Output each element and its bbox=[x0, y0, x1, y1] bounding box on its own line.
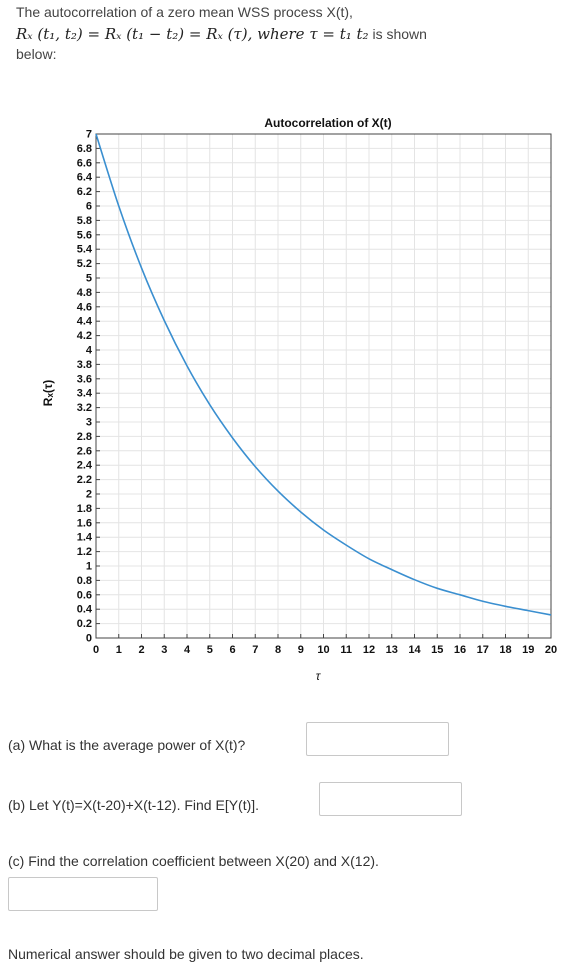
x-tick-label: 2 bbox=[138, 644, 144, 656]
x-tick-label: 6 bbox=[229, 644, 235, 656]
y-tick-label: 4.4 bbox=[77, 316, 93, 328]
y-tick-label: 4 bbox=[86, 345, 93, 357]
x-tick-label: 5 bbox=[207, 644, 213, 656]
y-tick-label: 0.8 bbox=[77, 575, 92, 587]
y-tick-label: 3.4 bbox=[77, 388, 93, 400]
answer-b-input[interactable] bbox=[319, 782, 462, 816]
x-tick-label: 16 bbox=[454, 644, 466, 656]
y-tick-label: 3.2 bbox=[77, 402, 92, 414]
y-tick-label: 1.4 bbox=[77, 532, 93, 544]
x-tick-label: 8 bbox=[275, 644, 281, 656]
y-tick-label: 0 bbox=[86, 633, 92, 645]
y-tick-label: 4.6 bbox=[77, 301, 92, 313]
y-tick-label: 5 bbox=[86, 273, 92, 285]
y-tick-label: 2 bbox=[86, 489, 92, 501]
intro-line-1: The autocorrelation of a zero mean WSS p… bbox=[16, 4, 353, 20]
question-c: (c) Find the correlation coefficient bet… bbox=[8, 853, 379, 869]
x-tick-label: 9 bbox=[298, 644, 304, 656]
chart-grid bbox=[95, 133, 552, 639]
y-tick-label: 5.8 bbox=[77, 215, 92, 227]
y-tick-label: 3.6 bbox=[77, 373, 92, 385]
y-tick-label: 6 bbox=[86, 201, 92, 213]
chart-title: Autocorrelation of X(t) bbox=[264, 116, 391, 130]
x-tick-label: 0 bbox=[93, 644, 99, 656]
y-tick-label: 6.8 bbox=[77, 143, 92, 155]
y-tick-label: 4.8 bbox=[77, 287, 92, 299]
y-tick-label: 1.8 bbox=[77, 503, 92, 515]
y-tick-label: 7 bbox=[86, 129, 92, 141]
y-tick-label: 2.6 bbox=[77, 445, 92, 457]
x-axis-label: τ bbox=[316, 669, 322, 683]
x-tick-label: 18 bbox=[499, 644, 511, 656]
question-b: (b) Let Y(t)=X(t-20)+X(t-12). Find E[Y(t… bbox=[8, 797, 260, 813]
y-tick-label: 0.4 bbox=[77, 604, 93, 616]
x-tick-labels: 0 1 2 3 4 5 6 7 8 9 10 11 12 13 14 15 16 17 18 19 20 bbox=[93, 634, 557, 656]
x-tick-label: 7 bbox=[252, 644, 258, 656]
answer-c-input[interactable] bbox=[8, 877, 158, 911]
y-tick-label: 5.2 bbox=[77, 258, 92, 270]
instruction-note: Numerical answer should be given to two … bbox=[8, 946, 364, 962]
x-tick-label: 15 bbox=[431, 644, 443, 656]
x-tick-label: 10 bbox=[317, 644, 329, 656]
y-tick-label: 2.2 bbox=[77, 474, 92, 486]
y-tick-label: 6.4 bbox=[77, 172, 93, 184]
question-a: (a) What is the average power of X(t)? bbox=[8, 737, 246, 753]
y-tick-labels: 0 0.2 0.4 0.6 0.8 1 1.2 1.4 1.6 1.8 2 2.2 2.4 2.6 2.8 3… bbox=[77, 129, 100, 645]
y-tick-label: 1 bbox=[86, 561, 92, 573]
autocorrelation-chart: 0 0.2 0.4 0.6 0.8 1 1.2 1.4 1.6 1.8 2 2.2 2.4 2.6 2.8 3… bbox=[41, 116, 557, 683]
problem-statement: The autocorrelation of a zero mean WSS p… bbox=[16, 2, 566, 64]
intro-line-2: Rₓ (t₁, t₂) = Rₓ (t₁ − t₂) = Rₓ (τ), whe… bbox=[16, 24, 566, 44]
intro-is-shown: is shown bbox=[372, 26, 427, 42]
x-tick-label: 20 bbox=[545, 644, 557, 656]
y-tick-label: 3.8 bbox=[77, 359, 92, 371]
x-tick-label: 4 bbox=[184, 644, 191, 656]
y-axis-label: Rₓ(τ) bbox=[41, 380, 55, 406]
x-tick-label: 14 bbox=[408, 644, 421, 656]
y-tick-label: 5.6 bbox=[77, 229, 92, 241]
y-tick-label: 1.6 bbox=[77, 517, 92, 529]
x-tick-label: 17 bbox=[477, 644, 489, 656]
y-tick-label: 2.4 bbox=[77, 460, 93, 472]
y-tick-label: 6.6 bbox=[77, 157, 92, 169]
intro-line-3: below: bbox=[16, 46, 57, 62]
x-tick-label: 3 bbox=[161, 644, 167, 656]
y-tick-label: 0.6 bbox=[77, 589, 92, 601]
y-tick-label: 5.4 bbox=[77, 244, 93, 256]
autocorrelation-line bbox=[95, 133, 552, 616]
y-tick-label: 0.2 bbox=[77, 618, 92, 630]
y-tick-label: 4.2 bbox=[77, 330, 92, 342]
answer-a-input[interactable] bbox=[306, 722, 449, 756]
y-tick-label: 3 bbox=[86, 417, 92, 429]
y-tick-label: 2.8 bbox=[77, 431, 92, 443]
x-tick-label: 11 bbox=[340, 644, 352, 656]
y-tick-label: 6.2 bbox=[77, 186, 92, 198]
x-tick-label: 13 bbox=[386, 644, 398, 656]
autocorrelation-equation: Rₓ (t₁, t₂) = Rₓ (t₁ − t₂) = Rₓ (τ), whe… bbox=[16, 25, 369, 43]
x-tick-label: 1 bbox=[116, 644, 122, 656]
x-tick-label: 12 bbox=[363, 644, 375, 656]
x-tick-label: 19 bbox=[522, 644, 534, 656]
y-tick-label: 1.2 bbox=[77, 546, 92, 558]
